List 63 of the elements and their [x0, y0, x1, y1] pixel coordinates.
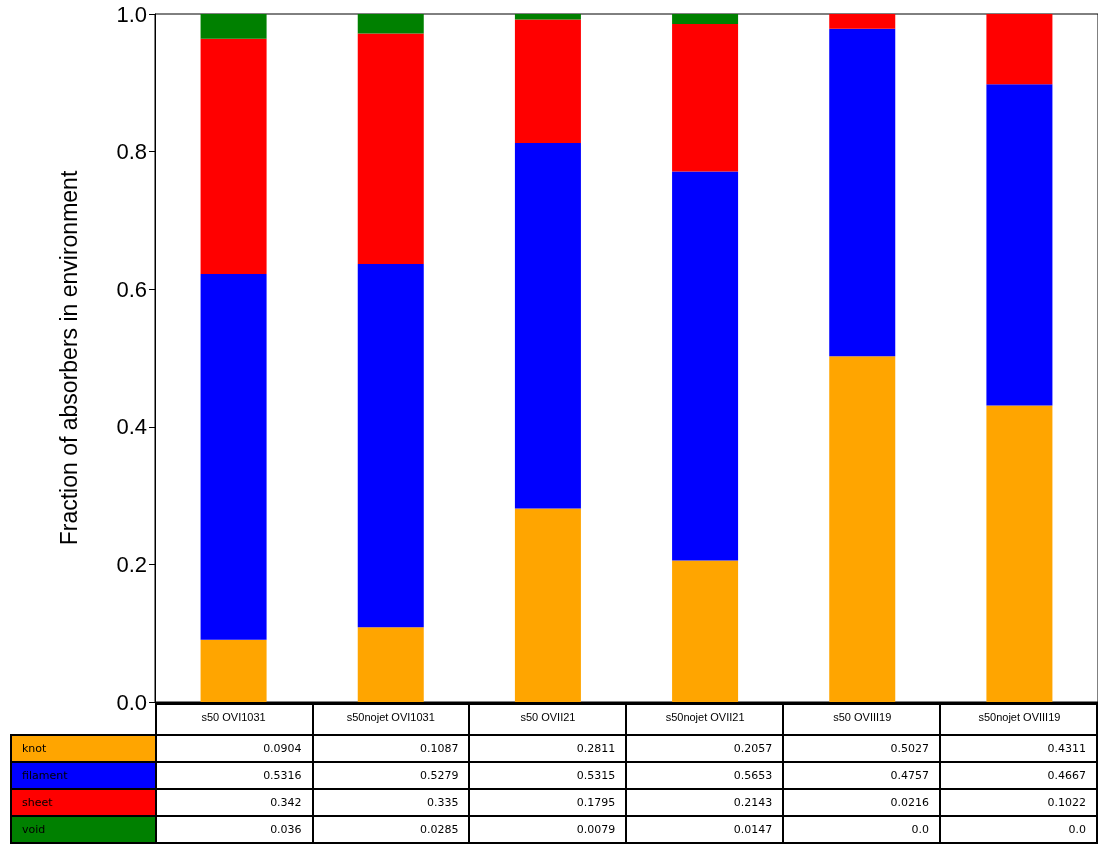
bar: [357, 14, 424, 34]
text: knot: [11, 735, 156, 762]
bar: [200, 38, 267, 275]
data-label: 0.1022: [940, 789, 1097, 816]
bar: [829, 28, 896, 357]
y-tick-label: 0.4: [116, 414, 147, 440]
data-label: 0.4667: [940, 762, 1097, 789]
data-label: 0.1795: [469, 789, 627, 816]
bar: [200, 639, 267, 702]
bar: [357, 627, 424, 702]
data-label: 0.5027: [783, 735, 941, 762]
data-label: 0.335: [312, 789, 470, 816]
bar: [672, 14, 739, 25]
bar: [357, 264, 424, 628]
bar: [200, 274, 267, 640]
x-tick-label: s50 OVI1031: [201, 710, 266, 723]
bar: [672, 24, 739, 172]
bar: [986, 405, 1053, 702]
data-label: 0.0904: [155, 735, 313, 762]
data-label: 0.0285: [312, 816, 470, 843]
data-label: 0.0216: [783, 789, 941, 816]
data-label: 0.5653: [626, 762, 784, 789]
x-tick-label: s50nojet OVI1031: [346, 710, 435, 723]
bar: [829, 356, 896, 702]
text: void: [11, 816, 156, 843]
x-tick-label: s50 OVIII19: [833, 710, 892, 723]
bar: [200, 14, 267, 39]
data-label: 0.4757: [783, 762, 941, 789]
data-label: 0.0147: [626, 816, 784, 843]
bar: [357, 33, 424, 265]
data-label: 0.2057: [626, 735, 784, 762]
text: sheet: [11, 789, 156, 816]
text: filament: [11, 762, 156, 789]
bar: [986, 84, 1053, 406]
data-label: 0.5279: [312, 762, 470, 789]
x-tick-label: s50nojet OVII21: [665, 710, 745, 723]
bar: [514, 19, 581, 143]
data-label: 0.5315: [469, 762, 627, 789]
data-label: 0.0: [940, 816, 1097, 843]
bar: [514, 508, 581, 702]
y-tick-label: 0.2: [116, 551, 147, 577]
bar: [672, 171, 739, 561]
bar: [829, 14, 896, 29]
bar: [514, 14, 581, 20]
x-tick-label: s50 OVII21: [520, 710, 576, 723]
y-tick-label: 0.8: [116, 139, 147, 165]
y-tick-label: 0.0: [116, 689, 147, 715]
bar: [514, 142, 581, 509]
data-label: 0.0079: [469, 816, 627, 843]
y-axis-title: Fraction of absorbers in environment: [55, 170, 82, 546]
data-label: 0.1087: [312, 735, 470, 762]
data-label: 0.342: [155, 789, 313, 816]
data-label: 0.2143: [626, 789, 784, 816]
x-tick-label: s50nojet OVIII19: [978, 710, 1061, 723]
y-tick-label: 1.0: [116, 1, 147, 27]
data-label: 0.4311: [940, 735, 1097, 762]
data-label: 0.036: [155, 816, 313, 843]
data-label: 0.0: [783, 816, 941, 843]
data-label: 0.2811: [469, 735, 627, 762]
y-tick-label: 0.6: [116, 276, 147, 302]
data-label: 0.5316: [155, 762, 313, 789]
bar: [986, 14, 1053, 85]
bar: [672, 560, 739, 702]
